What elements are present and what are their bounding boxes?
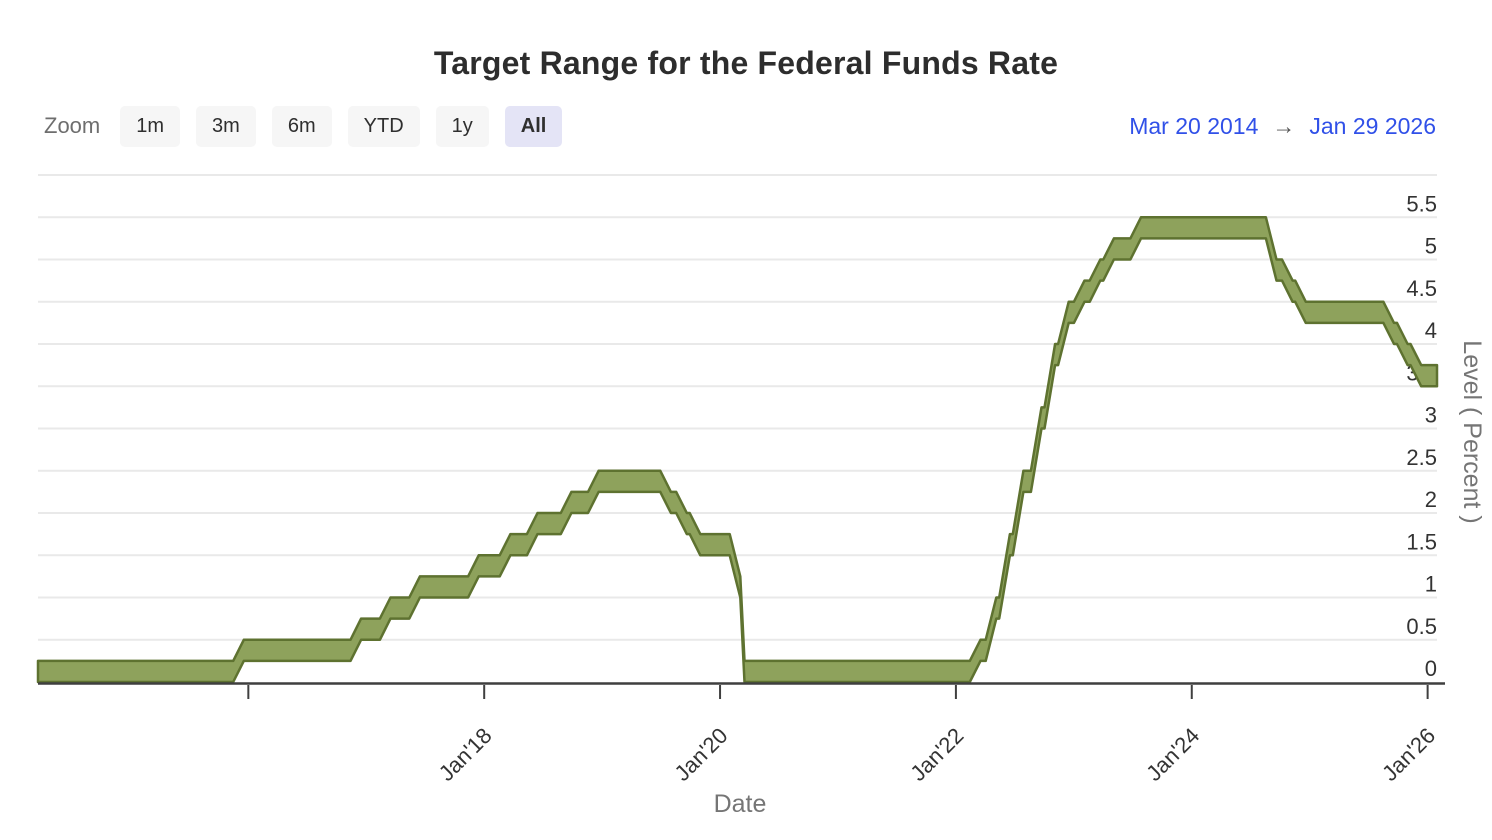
x-axis-tick-label: Jan'24 (1141, 723, 1204, 786)
zoom-label: Zoom (44, 113, 101, 138)
zoom-button-ytd[interactable]: YTD (347, 105, 420, 147)
gridlines: 00.511.522.533.544.555.5 (38, 174, 1437, 681)
y-axis-tick-label: 5 (1425, 234, 1437, 259)
y-axis-tick-label: 2.5 (1406, 445, 1437, 470)
x-axis-tick-label: Jan'18 (434, 723, 497, 786)
chart-title: Target Range for the Federal Funds Rate (433, 45, 1059, 82)
range-dates: Mar 20 2014 → Jan 29 2026 (1129, 113, 1436, 140)
range-arrow-icon: → (1272, 112, 1296, 139)
range-selector-toolbar: Zoom 1m 3m 6m YTD 1y All Mar 20 2014 → J… (44, 104, 1436, 148)
y-axis-tick-label: 3 (1425, 403, 1437, 428)
y-axis-tick-label: 1 (1425, 572, 1437, 597)
x-axis-tick-label: Jan'22 (905, 723, 968, 786)
zoom-button-1y[interactable]: 1y (435, 105, 489, 147)
y-axis-tick-label: 5.5 (1406, 191, 1437, 216)
zoom-button-all[interactable]: All (504, 105, 563, 147)
x-axis-title: Date (714, 790, 767, 818)
x-axis-tick-label: Jan'20 (670, 723, 733, 786)
range-end-date[interactable]: Jan 29 2026 (1309, 112, 1436, 139)
y-axis-tick-label: 4 (1425, 318, 1437, 343)
y-axis-tick-label: 0.5 (1406, 614, 1437, 639)
y-axis-title: Level ( Percent ) (1458, 340, 1486, 523)
zoom-button-3m[interactable]: 3m (196, 105, 256, 147)
zoom-button-1m[interactable]: 1m (120, 105, 181, 147)
zoom-button-6m[interactable]: 6m (271, 105, 332, 147)
axes: Jan'18 Jan'20 Jan'22 Jan'24 Jan'26 (38, 682, 1445, 786)
y-axis-tick-label: 2 (1425, 487, 1437, 512)
range-start-date[interactable]: Mar 20 2014 (1129, 112, 1259, 139)
y-axis-tick-label: 0 (1425, 656, 1437, 681)
target-range-band[interactable] (36, 216, 1439, 684)
x-axis-tick-label: Jan'26 (1377, 723, 1440, 786)
y-axis-tick-label: 4.5 (1406, 276, 1437, 301)
y-axis-tick-label: 1.5 (1406, 529, 1437, 554)
